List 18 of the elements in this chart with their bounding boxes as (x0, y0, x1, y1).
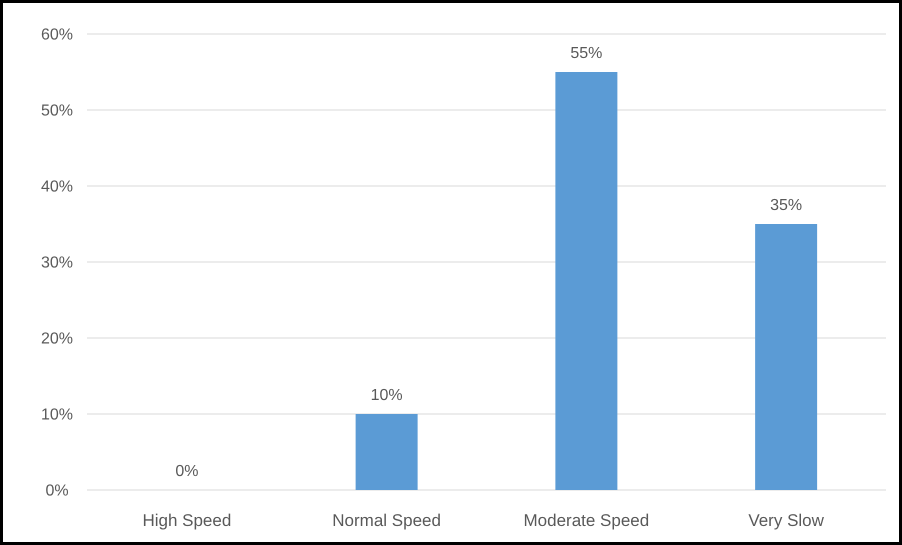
data-label: 55% (570, 45, 602, 62)
x-tick-label: High Speed (142, 511, 232, 530)
bar (755, 224, 818, 490)
bar (555, 72, 618, 490)
data-label: 35% (770, 197, 802, 214)
x-tick-label: Moderate Speed (524, 511, 650, 530)
y-tick-label: 30% (40, 254, 74, 272)
x-tick-label: Normal Speed (332, 511, 441, 530)
y-tick-label: 40% (40, 178, 74, 196)
data-label: 10% (370, 387, 403, 404)
x-tick-label: Very Slow (748, 511, 825, 530)
y-tick-label: 20% (40, 330, 74, 348)
data-label: 0% (175, 463, 198, 480)
y-tick-label: 0% (45, 482, 69, 500)
y-tick-label: 50% (40, 102, 74, 120)
y-tick-label: 60% (40, 26, 74, 44)
y-tick-label: 10% (40, 406, 74, 424)
bar (356, 414, 418, 490)
